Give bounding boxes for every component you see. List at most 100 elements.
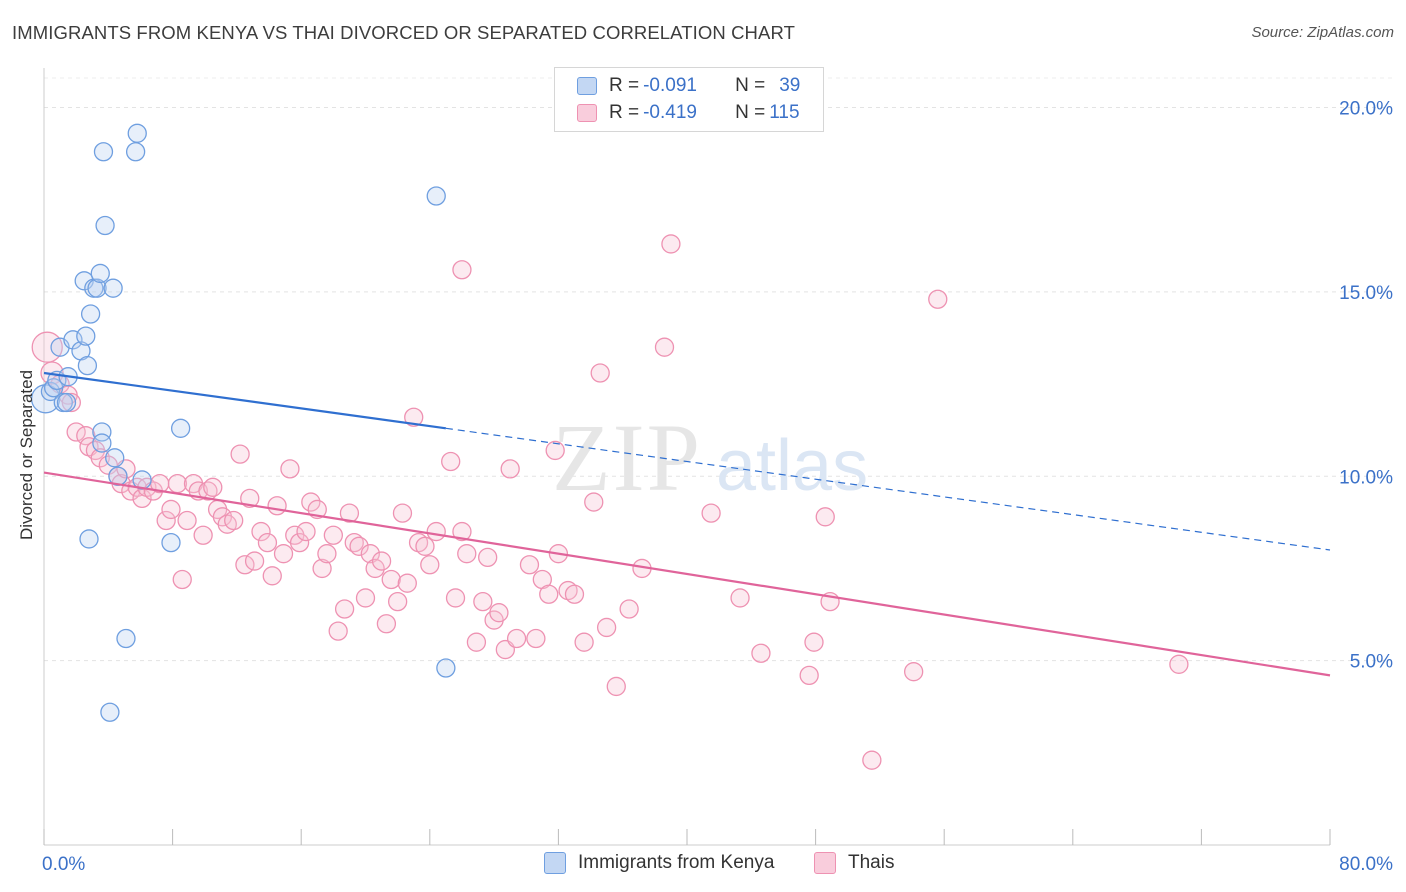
thais-points — [31, 234, 1189, 770]
kenya-point-30 — [100, 702, 120, 722]
kenya-point-32 — [426, 186, 446, 206]
thais-point-58 — [360, 544, 380, 564]
legend-n-label: N = — [735, 102, 766, 123]
thais-point-46 — [296, 521, 316, 542]
thais-point-83 — [519, 555, 540, 575]
thais-point-100 — [701, 503, 721, 523]
thais-point-51 — [323, 525, 344, 545]
thais-point-82 — [506, 628, 527, 649]
legend-r-value: -0.419 — [643, 102, 697, 123]
kenya-point-22 — [92, 422, 112, 442]
thais-point-49 — [312, 558, 332, 579]
kenya-point-20 — [125, 142, 146, 162]
kenya-swatch — [577, 77, 597, 95]
thais-point-54 — [339, 503, 360, 523]
kenya-point-18 — [95, 215, 115, 236]
kenya-point-29 — [116, 628, 136, 649]
kenya-point-13 — [80, 304, 101, 324]
thais-point-91 — [574, 632, 594, 652]
thais-point-41 — [267, 496, 287, 516]
thais-point-34 — [230, 444, 250, 464]
thais-point-111 — [452, 260, 472, 280]
legend-r-label: R = — [609, 102, 640, 123]
y-tick-label-3: 20.0% — [1339, 99, 1393, 120]
thais-point-60 — [371, 551, 392, 571]
kenya-point-10 — [76, 326, 96, 346]
thais-point-57 — [355, 588, 376, 608]
watermark: ZIP atlas — [552, 404, 868, 511]
kenya-point-1 — [40, 381, 61, 402]
thais-point-102 — [751, 643, 771, 663]
thais-point-109 — [928, 289, 948, 309]
kenya-point-11 — [77, 355, 98, 376]
kenya-point-23 — [92, 433, 112, 453]
thais-point-98 — [654, 337, 675, 357]
kenya-point-33 — [436, 658, 456, 678]
thais-point-74 — [457, 544, 477, 564]
thais-point-90 — [564, 584, 585, 604]
kenya-point-19 — [93, 142, 114, 162]
thais-point-96 — [619, 599, 639, 619]
kenya-point-31 — [170, 418, 191, 438]
thais-point-22 — [167, 473, 188, 494]
thais-point-95 — [606, 676, 626, 697]
thais-point-70 — [426, 521, 446, 542]
kenya-point-28 — [161, 532, 181, 553]
thais-point-63 — [387, 591, 408, 612]
thais-point-104 — [804, 632, 824, 652]
watermark-zip: ZIP — [552, 404, 702, 511]
thais-point-64 — [392, 503, 413, 523]
thais-point-94 — [596, 617, 617, 638]
thais-point-53 — [334, 599, 355, 619]
y-tick-label-0: 5.0% — [1350, 652, 1393, 673]
thais-point-27 — [193, 525, 213, 545]
thais-point-59 — [365, 558, 385, 579]
kenya-points — [30, 123, 456, 722]
thais-legend-swatch — [814, 852, 836, 874]
thais-point-45 — [289, 532, 310, 553]
thais-point-6 — [76, 426, 96, 446]
kenya-trend-line — [43, 371, 447, 430]
thais-point-39 — [257, 532, 278, 553]
kenya-trend-extension — [445, 427, 1331, 551]
x-tick-label-max: 80.0% — [1339, 854, 1393, 875]
thais-point-43 — [280, 459, 300, 479]
axes — [43, 68, 1331, 846]
kenya-point-21 — [127, 123, 147, 143]
thais-point-71 — [441, 451, 461, 472]
kenya-legend-swatch — [544, 852, 566, 874]
kenya-point-5 — [56, 392, 77, 413]
chart-title: IMMIGRANTS FROM KENYA VS THAI DIVORCED O… — [12, 22, 795, 43]
thais-point-107 — [862, 750, 882, 770]
thais-point-4 — [61, 392, 81, 413]
kenya-point-16 — [90, 263, 110, 284]
legend-r-value: -0.091 — [643, 75, 697, 96]
stats-legend: R = -0.091 N = 39 R = -0.419 N = 115 — [554, 67, 824, 132]
thais-legend-label: Thais — [848, 852, 895, 873]
legend-n-value: 39 — [779, 75, 801, 96]
thais-point-5 — [66, 422, 86, 442]
thais-point-76 — [473, 591, 493, 612]
kenya-point-17 — [103, 278, 123, 298]
thais-point-29 — [203, 477, 223, 497]
kenya-point-27 — [79, 529, 99, 549]
thais-point-47 — [301, 492, 321, 512]
thais-point-92 — [584, 492, 604, 512]
legend-row-thais: R = -0.419 N = 115 — [577, 100, 800, 126]
thais-point-20 — [156, 510, 176, 531]
tick-labels: 5.0% 10.0% 15.0% 20.0% 0.0% 80.0% — [42, 99, 1393, 876]
thais-point-56 — [349, 536, 369, 556]
thais-point-86 — [539, 584, 559, 604]
thais-point-24 — [177, 510, 197, 531]
thais-point-61 — [376, 614, 397, 634]
kenya-point-24 — [105, 448, 125, 468]
thais-point-77 — [478, 547, 498, 568]
thais-point-72 — [445, 588, 466, 608]
thais-point-75 — [466, 632, 487, 652]
thais-trend-line — [43, 471, 1331, 677]
series-legend-kenya: Immigrants from Kenya — [544, 852, 774, 874]
legend-n-value: 115 — [769, 102, 800, 123]
thais-point-87 — [545, 440, 565, 461]
thais-point-9 — [90, 448, 110, 468]
